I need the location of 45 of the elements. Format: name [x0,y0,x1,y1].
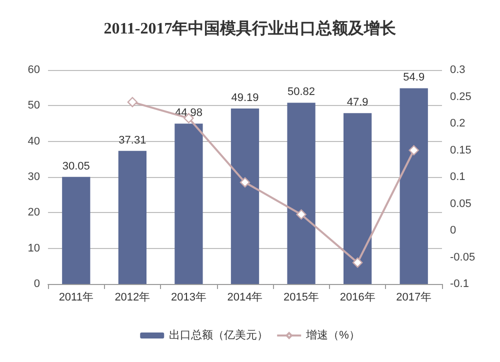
x-tick-label: 2014年 [227,292,263,304]
y-tick-label: 10 [28,242,40,254]
y2-tick-label: 0 [450,224,456,236]
y-tick-label: 20 [28,206,40,219]
x-tick-label: 2012年 [114,292,150,304]
legend-label: 增速（%） [305,328,360,342]
point [127,97,138,108]
bar [174,124,203,284]
y2-tick-label: 0.3 [450,64,466,76]
y2-tick-label: 0.1 [450,171,466,183]
bar [344,113,372,284]
x-tick-label: 2015年 [284,292,320,304]
y-tick-label: 60 [28,64,40,76]
y2-tick-label: 0.2 [450,118,466,130]
y-tick-label: 30 [28,171,40,183]
y-tick-label: 50 [28,100,40,112]
bar [118,150,146,284]
data-label: 49.19 [231,92,259,104]
y-tick-label: 0 [34,278,40,290]
y-tick-label: 40 [28,135,40,148]
chart-title: 2011-2017年中国模具行业出口总额及增长 [104,20,398,38]
y2-tick-label: 0.05 [450,198,472,210]
bar [62,176,90,284]
y2-tick-label: 0.25 [450,90,472,103]
point [352,258,363,268]
y2-tick-label: 0.15 [450,144,472,156]
point [296,209,306,220]
data-label: 37.31 [118,134,146,146]
x-tick-label: 2013年 [170,292,206,304]
data-label: 50.82 [288,86,316,98]
x-tick-label: 2016年 [340,292,376,304]
y2-tick-label: -0.1 [450,278,469,290]
y2-tick-label: -0.05 [450,251,476,264]
bar [400,88,428,284]
bar [230,108,260,284]
point [240,177,250,188]
data-label: 44.98 [174,107,202,120]
data-label: 47.9 [346,96,368,109]
point [408,145,419,156]
bar [287,102,316,284]
data-label: 30.05 [62,160,90,172]
x-tick-label: 2017年 [396,292,432,304]
x-tick-label: 2011年 [58,292,94,304]
legend-label: 出口总额（亿美元） [169,328,268,342]
data-label: 54.9 [403,72,425,84]
